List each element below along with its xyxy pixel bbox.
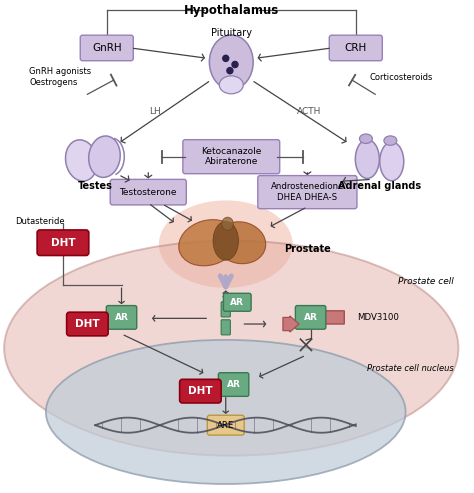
Ellipse shape: [213, 221, 238, 260]
FancyBboxPatch shape: [223, 293, 251, 311]
FancyBboxPatch shape: [183, 140, 280, 174]
Text: Ketocanazole
Abiraterone: Ketocanazole Abiraterone: [201, 147, 262, 166]
Text: Testosterone: Testosterone: [119, 188, 177, 197]
Circle shape: [232, 62, 238, 68]
Text: DHT: DHT: [188, 386, 213, 396]
Circle shape: [223, 55, 229, 62]
FancyBboxPatch shape: [221, 302, 230, 317]
Ellipse shape: [46, 340, 406, 484]
Text: ACTH: ACTH: [297, 107, 321, 116]
FancyBboxPatch shape: [67, 312, 108, 336]
Text: Corticosteroids: Corticosteroids: [370, 73, 433, 82]
FancyBboxPatch shape: [221, 320, 230, 335]
Text: GnRH: GnRH: [92, 43, 121, 53]
Ellipse shape: [179, 219, 238, 266]
Ellipse shape: [359, 134, 373, 143]
Ellipse shape: [89, 136, 120, 177]
Text: Testes: Testes: [78, 181, 113, 191]
Text: Prostate cell: Prostate cell: [398, 278, 454, 286]
Text: Prostate cell nucleus: Prostate cell nucleus: [367, 364, 454, 373]
FancyBboxPatch shape: [180, 379, 221, 403]
Ellipse shape: [215, 222, 266, 264]
Ellipse shape: [380, 142, 404, 181]
Text: AR: AR: [227, 380, 240, 389]
Text: Prostate: Prostate: [284, 244, 331, 254]
Ellipse shape: [222, 217, 233, 230]
FancyBboxPatch shape: [219, 373, 249, 396]
Text: LH: LH: [149, 107, 161, 116]
Text: AR: AR: [230, 298, 244, 307]
Text: DHT: DHT: [51, 238, 75, 247]
FancyBboxPatch shape: [207, 415, 244, 435]
Ellipse shape: [4, 241, 458, 456]
FancyBboxPatch shape: [258, 176, 357, 209]
Text: Androstenedione
DHEA DHEA-S: Androstenedione DHEA DHEA-S: [271, 182, 344, 202]
Ellipse shape: [210, 35, 253, 89]
Text: Hypothalamus: Hypothalamus: [183, 3, 279, 17]
FancyBboxPatch shape: [329, 35, 383, 61]
FancyArrow shape: [311, 310, 344, 325]
Text: MDV3100: MDV3100: [357, 313, 399, 322]
Circle shape: [227, 68, 233, 74]
Text: AR: AR: [115, 313, 128, 322]
Text: DHT: DHT: [75, 319, 100, 329]
FancyBboxPatch shape: [295, 306, 326, 329]
FancyBboxPatch shape: [110, 179, 186, 205]
FancyBboxPatch shape: [37, 230, 89, 255]
Ellipse shape: [65, 140, 97, 181]
Ellipse shape: [159, 201, 292, 288]
Text: Adrenal glands: Adrenal glands: [338, 181, 421, 191]
FancyBboxPatch shape: [80, 35, 133, 61]
Ellipse shape: [384, 136, 397, 145]
Text: Dutasteride: Dutasteride: [16, 217, 65, 226]
Text: GnRH agonists
Oestrogens: GnRH agonists Oestrogens: [29, 67, 91, 87]
FancyArrow shape: [283, 316, 299, 332]
FancyBboxPatch shape: [106, 306, 137, 329]
Text: Pituitary: Pituitary: [211, 28, 252, 38]
Ellipse shape: [219, 76, 243, 94]
Ellipse shape: [356, 140, 379, 178]
Text: CRH: CRH: [345, 43, 367, 53]
Text: ARE: ARE: [217, 421, 235, 430]
Text: AR: AR: [304, 313, 318, 322]
